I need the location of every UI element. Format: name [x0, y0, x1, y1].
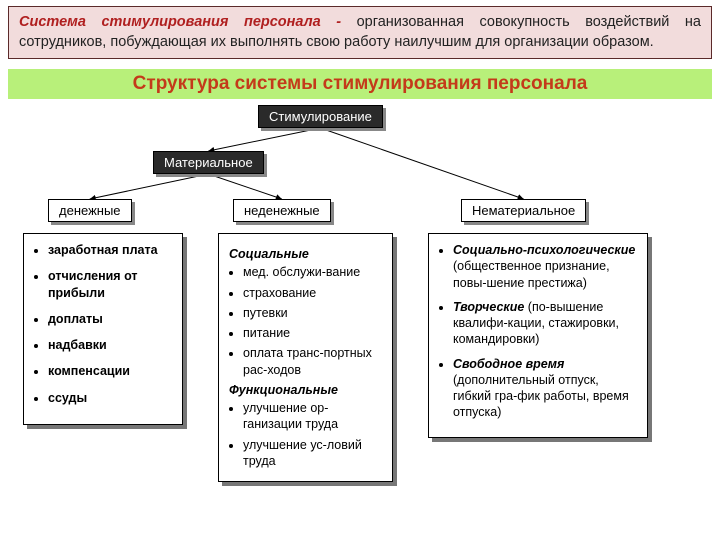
list-item: улучшение ус-ловий труда [243, 437, 382, 470]
list-item: ссуды [48, 390, 172, 406]
list-nonmonetary: Социальные мед. обслужи-вание страхование п… [218, 233, 393, 482]
list-item: отчисления от прибыли [48, 268, 172, 301]
diagram-area: Стимулирование Материальное денежные недене… [8, 103, 712, 523]
list-item: путевки [243, 305, 382, 321]
list-item: надбавки [48, 337, 172, 353]
list-item: мед. обслужи-вание [243, 264, 382, 280]
list-item: Свободное время (дополнительный отпуск, … [453, 356, 637, 421]
node-root: Стимулирование [258, 105, 383, 128]
node-monetary: денежные [48, 199, 132, 222]
list-item: питание [243, 325, 382, 341]
node-nonmaterial: Нематериальное [461, 199, 586, 222]
list-item: заработная плата [48, 242, 172, 258]
list-item: Творческие (по-вышение квалифи-кации, ст… [453, 299, 637, 348]
list-nonmaterial: Социально-психологические (общественное … [428, 233, 648, 438]
list-item: улучшение ор-ганизации труда [243, 400, 382, 433]
definition-box: Система стимулирования персонала - орган… [8, 6, 712, 59]
list-item: компенсации [48, 363, 172, 379]
subtitle-band: Структура системы стимулирования персона… [8, 69, 712, 99]
group-label: Социальные [229, 246, 382, 262]
subtitle-text: Структура системы стимулирования персона… [133, 73, 588, 94]
list-monetary: заработная плата отчисления от прибыли доп… [23, 233, 183, 425]
list-item: Социально-психологические (общественное … [453, 242, 637, 291]
node-material: Материальное [153, 151, 264, 174]
group-label: Функциональные [229, 382, 382, 398]
definition-term: Система стимулирования персонала - [19, 14, 341, 30]
list-item: страхование [243, 285, 382, 301]
list-item: доплаты [48, 311, 172, 327]
list-item: оплата транс-портных рас-ходов [243, 345, 382, 378]
node-nonmonetary: неденежные [233, 199, 331, 222]
